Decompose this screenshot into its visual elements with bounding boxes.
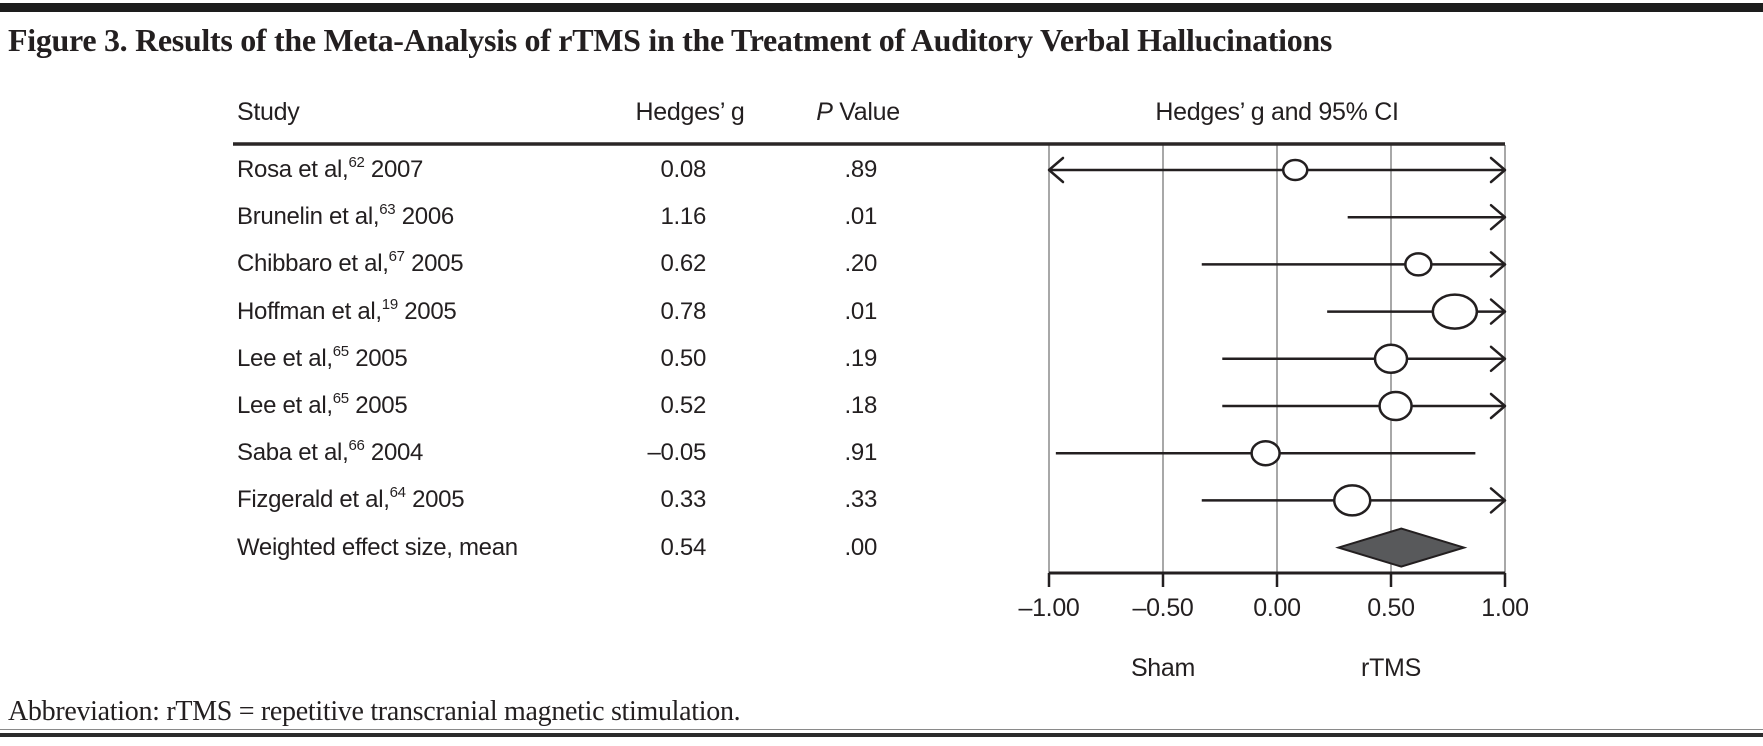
- reference-superscript: 67: [388, 248, 405, 266]
- effect-size-marker: [1373, 343, 1409, 375]
- hedges-g-value: 0.78: [660, 297, 706, 325]
- axis-tick-label: 0.00: [1253, 594, 1301, 622]
- ci-arrow-right: [1489, 392, 1507, 420]
- p-value: .00: [844, 533, 878, 561]
- study-label: Hoffman et al,19 2005: [237, 295, 457, 325]
- column-header-hedges-g: Hedges’ g: [635, 98, 745, 126]
- bottom-rule-thin: [0, 729, 1763, 730]
- study-label: Fizgerald et al,64 2005: [237, 484, 465, 514]
- axis-tick-label: –0.50: [1132, 594, 1194, 622]
- p-value: .01: [844, 203, 878, 231]
- hedges-g-value: 0.08: [660, 156, 706, 183]
- effect-size-marker: [1378, 390, 1413, 422]
- reference-superscript: 19: [381, 295, 398, 313]
- effect-size-marker: [1332, 484, 1372, 517]
- hedges-g-value: 0.52: [660, 392, 706, 419]
- reference-superscript: 66: [348, 437, 365, 455]
- hedges-g-value: 0.50: [660, 344, 706, 372]
- effect-size-marker: [1281, 158, 1309, 182]
- effect-size-marker: [1431, 293, 1479, 330]
- p-value: .18: [844, 392, 878, 419]
- column-header-p-value: P Value: [778, 98, 938, 127]
- table-row: Rosa et al,62 2007 0.08 .89: [0, 154, 1000, 186]
- hedges-g-value: 0.33: [660, 486, 706, 514]
- reference-superscript: 65: [332, 390, 349, 407]
- p-value: .91: [844, 439, 878, 467]
- study-label: Lee et al,65 2005: [237, 390, 408, 419]
- p-value: .01: [844, 297, 878, 325]
- ci-arrow-right: [1489, 298, 1507, 325]
- axis-tick-label: 1.00: [1481, 594, 1529, 622]
- effect-size-marker: [1250, 439, 1281, 467]
- p-value-italic-p: P: [816, 98, 833, 126]
- ci-arrow-right: [1489, 487, 1507, 514]
- top-rule: [0, 3, 1763, 12]
- figure-title: Figure 3. Results of the Meta-Analysis o…: [8, 22, 1333, 58]
- p-value: .20: [844, 250, 878, 278]
- study-label: Lee et al,65 2005: [237, 342, 408, 372]
- table-row: Chibbaro et al,67 2005 0.62 .20: [0, 248, 1000, 280]
- axis-label-rtms: rTMS: [1361, 654, 1421, 682]
- p-value: .19: [844, 344, 878, 372]
- study-label: Brunelin et al,63 2006: [237, 201, 454, 231]
- effect-size-marker: [1404, 252, 1433, 277]
- table-row: Hoffman et al,19 2005 0.78 .01: [0, 296, 1000, 328]
- hedges-g-value: 0.62: [660, 250, 706, 278]
- table-row: Weighted effect size, mean 0.54 .00: [0, 532, 1000, 564]
- hedges-g-value: 0.54: [660, 533, 706, 561]
- axis-tick-label: 0.50: [1367, 594, 1415, 622]
- ci-arrow-right: [1489, 156, 1507, 184]
- reference-superscript: 65: [332, 342, 349, 360]
- study-label: Chibbaro et al,67 2005: [237, 248, 464, 278]
- bottom-rule-thick: [0, 733, 1763, 737]
- table-row: Lee et al,65 2005 0.52 .18: [0, 390, 1000, 422]
- hedges-g-value: 1.16: [660, 203, 706, 231]
- table-row: Saba et al,66 2004 –0.05 .91: [0, 437, 1000, 469]
- ci-arrow-left: [1047, 156, 1065, 184]
- p-value: .33: [844, 486, 878, 514]
- column-header-ci: Hedges’ g and 95% CI: [1155, 98, 1399, 126]
- table-row: Lee et al,65 2005 0.50 .19: [0, 343, 1000, 375]
- axis-tick-label: –1.00: [1018, 594, 1080, 622]
- reference-superscript: 64: [389, 484, 406, 502]
- table-row: Brunelin et al,63 2006 1.16 .01: [0, 201, 1000, 233]
- summary-diamond: [1335, 527, 1468, 568]
- p-value-rest: Value: [832, 98, 900, 126]
- study-label: Saba et al,66 2004: [237, 437, 424, 467]
- study-label: Weighted effect size, mean: [237, 533, 518, 561]
- column-header-study: Study: [237, 98, 300, 126]
- p-value: .89: [844, 156, 878, 183]
- study-label: Rosa et al,62 2007: [237, 154, 424, 183]
- ci-arrow-right: [1489, 345, 1507, 373]
- reference-superscript: 62: [348, 154, 365, 171]
- reference-superscript: 63: [379, 201, 396, 219]
- table-row: Fizgerald et al,64 2005 0.33 .33: [0, 484, 1000, 516]
- axis-label-sham: Sham: [1130, 654, 1196, 682]
- hedges-g-value: –0.05: [647, 439, 706, 467]
- ci-arrow-right: [1489, 203, 1507, 231]
- ci-arrow-right: [1489, 251, 1507, 278]
- abbreviation-note: Abbreviation: rTMS = repetitive transcra…: [8, 696, 741, 727]
